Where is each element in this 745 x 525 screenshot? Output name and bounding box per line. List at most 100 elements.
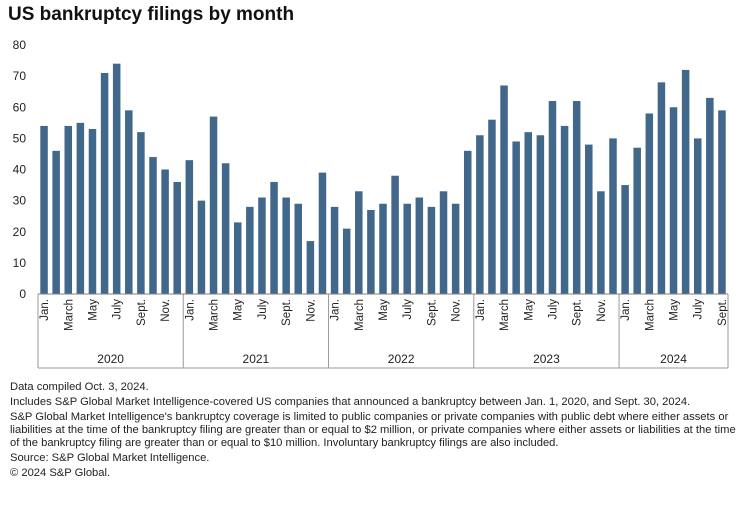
y-tick-label: 60 bbox=[13, 100, 27, 114]
note-coverage: S&P Global Market Intelligence's bankrup… bbox=[10, 411, 736, 449]
y-tick-label: 40 bbox=[13, 163, 27, 177]
bar bbox=[306, 241, 315, 294]
bar bbox=[294, 203, 303, 294]
bar bbox=[597, 191, 605, 294]
bar bbox=[367, 209, 375, 294]
x-tick-label: Sept. bbox=[572, 299, 584, 326]
bar bbox=[633, 147, 641, 294]
bar bbox=[52, 150, 60, 294]
bar bbox=[693, 138, 702, 294]
bar bbox=[391, 175, 399, 294]
x-tick-label: May bbox=[669, 299, 681, 321]
y-tick-label: 50 bbox=[13, 131, 27, 145]
y-tick-label: 70 bbox=[13, 69, 27, 83]
year-label: 2021 bbox=[243, 352, 270, 366]
x-tick-label: Nov. bbox=[160, 299, 172, 322]
y-tick-label: 30 bbox=[13, 194, 27, 208]
bar bbox=[233, 222, 242, 294]
x-tick-label: Sept. bbox=[426, 299, 438, 326]
bar bbox=[318, 172, 327, 294]
note-source: Source: S&P Global Market Intelligence. bbox=[10, 452, 210, 464]
x-tick-label: May bbox=[523, 299, 535, 321]
x-tick-label: Nov. bbox=[305, 299, 317, 322]
bar bbox=[415, 197, 424, 294]
bar bbox=[330, 206, 339, 294]
bar bbox=[548, 101, 557, 295]
x-tick-label: Sept. bbox=[281, 299, 293, 326]
x-tick-label: July bbox=[402, 299, 414, 320]
x-tick-label: Jan. bbox=[475, 299, 487, 321]
bar bbox=[149, 157, 157, 294]
x-tick-label: Sept. bbox=[717, 299, 729, 326]
x-tick-label: July bbox=[257, 299, 269, 320]
x-tick-label: July bbox=[547, 299, 559, 320]
bar bbox=[282, 197, 290, 294]
bar bbox=[427, 206, 436, 294]
year-label: 2022 bbox=[388, 352, 415, 366]
bar bbox=[197, 200, 206, 294]
bar bbox=[355, 191, 363, 294]
x-tick-label: March bbox=[644, 299, 656, 331]
bar bbox=[40, 125, 48, 294]
bar bbox=[451, 203, 460, 294]
bar bbox=[221, 163, 230, 294]
bar-chart: 0 10 20 30 40 50 60 70 80 Jan. March May July Sept. No… bbox=[13, 38, 729, 369]
bar bbox=[64, 125, 73, 294]
bar bbox=[379, 203, 387, 294]
note-copyright: © 2024 S&P Global. bbox=[10, 467, 111, 479]
chart-title: US bankruptcy filings by month bbox=[8, 4, 295, 25]
bar bbox=[76, 122, 85, 294]
bar bbox=[681, 69, 690, 295]
x-tick-label: July bbox=[693, 299, 705, 320]
bar bbox=[560, 125, 569, 294]
x-tick-label: March bbox=[209, 299, 221, 331]
bar bbox=[342, 228, 351, 294]
y-tick-label: 0 bbox=[19, 287, 26, 301]
y-tick-label: 20 bbox=[13, 225, 27, 239]
x-tick-label: Sept. bbox=[136, 299, 148, 326]
x-tick-label: May bbox=[87, 299, 99, 321]
y-tick-label: 10 bbox=[13, 256, 27, 270]
bar bbox=[246, 206, 254, 294]
bar bbox=[572, 101, 581, 295]
bar bbox=[476, 135, 484, 294]
bar bbox=[403, 203, 411, 294]
bar bbox=[488, 119, 496, 294]
bar bbox=[645, 113, 654, 294]
x-tick-label: March bbox=[354, 299, 366, 331]
bar bbox=[112, 63, 121, 294]
bar bbox=[657, 82, 666, 294]
x-tick-label: Nov. bbox=[451, 299, 463, 322]
bar bbox=[125, 110, 133, 294]
bar bbox=[706, 97, 714, 294]
bar bbox=[512, 141, 520, 294]
x-tick-label: March bbox=[63, 299, 75, 331]
bar bbox=[185, 160, 194, 294]
bar bbox=[88, 129, 97, 294]
x-tick-label: May bbox=[378, 299, 390, 321]
y-tick-label: 80 bbox=[13, 38, 27, 52]
year-label: 2023 bbox=[533, 352, 560, 366]
x-tick-label: May bbox=[233, 299, 245, 321]
bar bbox=[500, 85, 508, 295]
bar bbox=[718, 110, 726, 294]
x-tick-label: Jan. bbox=[184, 299, 196, 321]
bar bbox=[439, 191, 448, 294]
bar bbox=[258, 197, 266, 294]
bar bbox=[536, 135, 545, 294]
x-tick-label: Jan. bbox=[330, 299, 342, 321]
bar bbox=[173, 181, 181, 294]
bar bbox=[621, 185, 629, 294]
note-includes: Includes S&P Global Market Intelligence-… bbox=[10, 396, 691, 408]
x-tick-label: March bbox=[499, 299, 511, 331]
bar bbox=[585, 144, 593, 294]
bar bbox=[209, 116, 218, 295]
bar bbox=[609, 138, 617, 294]
x-tick-label: Jan. bbox=[620, 299, 632, 321]
year-label: 2024 bbox=[660, 352, 687, 366]
bar bbox=[100, 73, 109, 294]
bar bbox=[161, 169, 169, 294]
bar bbox=[669, 107, 678, 294]
bar bbox=[270, 181, 278, 294]
bar bbox=[137, 132, 145, 294]
